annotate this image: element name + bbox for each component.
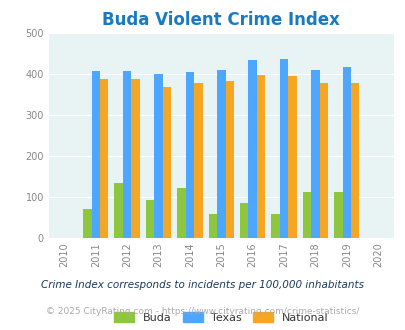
Bar bbox=[91, 71, 100, 238]
Title: Buda Violent Crime Index: Buda Violent Crime Index bbox=[102, 11, 339, 29]
Bar bbox=[225, 81, 233, 238]
Bar bbox=[248, 60, 256, 238]
Bar bbox=[319, 82, 327, 238]
Bar bbox=[162, 87, 171, 238]
Text: © 2025 CityRating.com - https://www.cityrating.com/crime-statistics/: © 2025 CityRating.com - https://www.city… bbox=[46, 307, 359, 316]
Bar bbox=[208, 214, 217, 238]
Legend: Buda, Texas, National: Buda, Texas, National bbox=[110, 309, 331, 326]
Bar bbox=[310, 70, 319, 238]
Bar bbox=[185, 72, 194, 238]
Bar bbox=[123, 71, 131, 238]
Bar bbox=[194, 83, 202, 238]
Bar bbox=[342, 67, 350, 238]
Text: Crime Index corresponds to incidents per 100,000 inhabitants: Crime Index corresponds to incidents per… bbox=[41, 280, 364, 290]
Bar bbox=[83, 209, 91, 238]
Bar bbox=[302, 192, 310, 238]
Bar bbox=[217, 70, 225, 238]
Bar bbox=[279, 59, 288, 238]
Bar bbox=[333, 192, 342, 238]
Bar bbox=[145, 200, 154, 238]
Bar bbox=[100, 79, 108, 238]
Bar bbox=[271, 214, 279, 238]
Bar bbox=[177, 188, 185, 238]
Bar bbox=[154, 74, 162, 238]
Bar bbox=[239, 203, 248, 238]
Bar bbox=[256, 75, 265, 238]
Bar bbox=[131, 79, 139, 238]
Bar bbox=[288, 76, 296, 238]
Bar bbox=[114, 183, 123, 238]
Bar bbox=[350, 82, 358, 238]
